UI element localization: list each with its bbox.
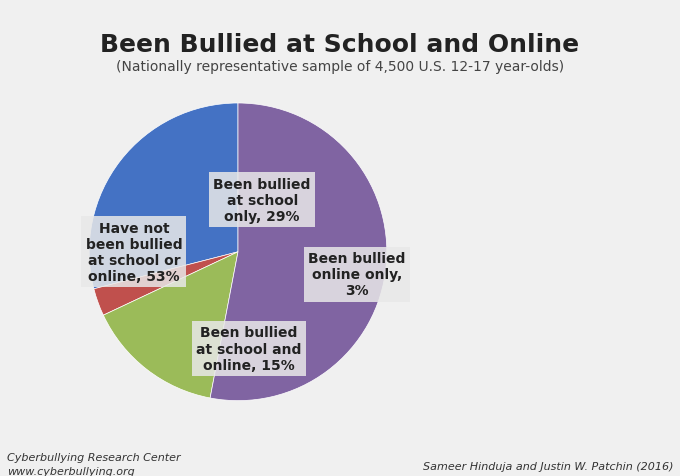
Text: Been bullied
online only,
3%: Been bullied online only, 3% [308, 251, 406, 298]
Text: Been bullied
at school and
online, 15%: Been bullied at school and online, 15% [197, 326, 302, 372]
Wedge shape [94, 252, 238, 316]
Text: Have not
been bullied
at school or
online, 53%: Have not been bullied at school or onlin… [86, 221, 182, 284]
Text: Been bullied
at school
only, 29%: Been bullied at school only, 29% [214, 177, 311, 223]
Text: Sameer Hinduja and Justin W. Patchin (2016): Sameer Hinduja and Justin W. Patchin (20… [423, 461, 673, 471]
Wedge shape [89, 104, 238, 289]
Text: Been Bullied at School and Online: Been Bullied at School and Online [101, 33, 579, 57]
Text: Cyberbullying Research Center: Cyberbullying Research Center [7, 452, 180, 462]
Wedge shape [103, 252, 238, 398]
Wedge shape [210, 104, 387, 401]
Text: (Nationally representative sample of 4,500 U.S. 12-17 year-olds): (Nationally representative sample of 4,5… [116, 60, 564, 73]
Text: www.cyberbullying.org: www.cyberbullying.org [7, 466, 135, 476]
